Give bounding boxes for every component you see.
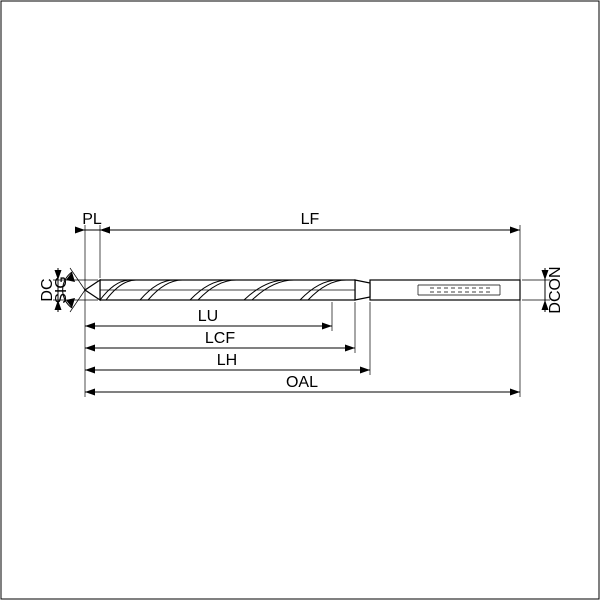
- dim-DCON: DCON: [542, 266, 565, 313]
- dim-LU: LU: [85, 308, 332, 330]
- label-LU: LU: [198, 308, 218, 325]
- dim-LCF: LCF: [85, 330, 355, 352]
- dim-LH: LH: [85, 352, 370, 374]
- label-LH: LH: [217, 352, 237, 369]
- dim-OAL: OAL: [85, 374, 520, 396]
- dim-LF: LF: [100, 211, 520, 234]
- dimension-set: PL LF LU LCF LH: [39, 211, 564, 396]
- drill-diagram: PL LF LU LCF LH: [0, 0, 600, 600]
- label-SIG: SIG: [53, 276, 70, 304]
- drill-body: [85, 280, 520, 300]
- label-PL: PL: [82, 211, 102, 228]
- label-LCF: LCF: [205, 330, 235, 347]
- extension-lines: [53, 225, 550, 397]
- label-OAL: OAL: [286, 374, 318, 391]
- label-DCON: DCON: [547, 266, 564, 313]
- label-LF: LF: [301, 211, 320, 228]
